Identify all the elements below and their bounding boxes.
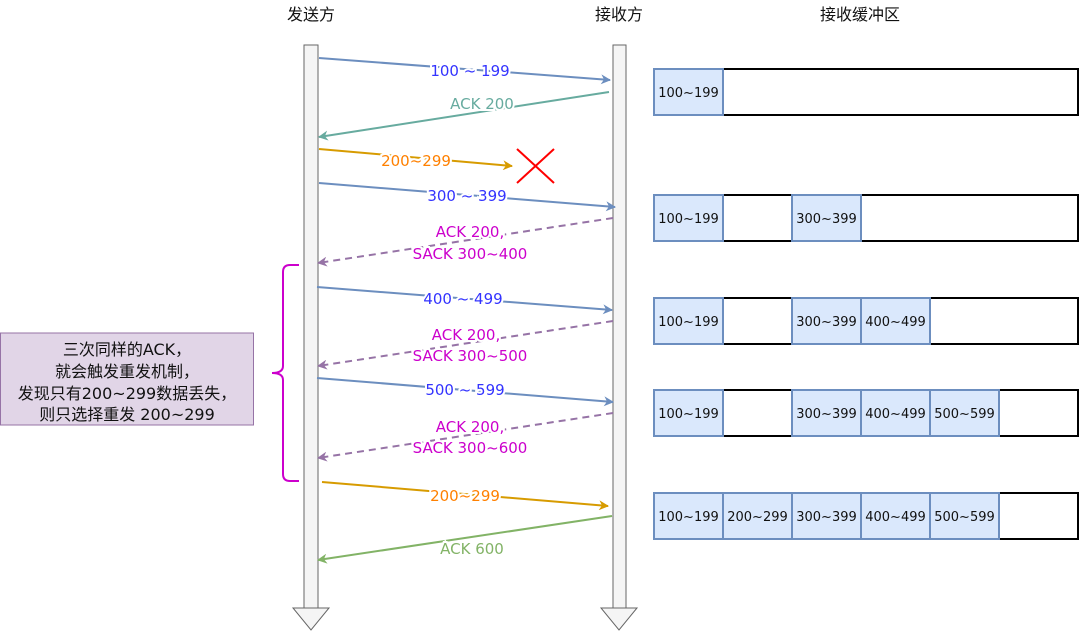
grouping-brace (271, 264, 299, 482)
buffer-cell-label: 400~499 (865, 510, 926, 525)
buffer-cell (653, 492, 724, 540)
message-label: 300 ~ 399 (427, 187, 506, 205)
buffer-cell-label: 300~399 (796, 212, 857, 227)
note-line: 发现只有200~299数据丢失， (18, 384, 237, 403)
buffer-row: 100~199 200~299 300~399 400~499 500~599 (653, 492, 1079, 540)
buffer-cell (791, 297, 862, 345)
buffer-row: 100~199 (653, 68, 1079, 116)
segment-400-499-arrow: 400 ~ 499 (316, 286, 613, 315)
buffer-cell-label: 500~599 (934, 510, 995, 525)
sender-lifeline (291, 44, 331, 631)
buffer-row: 100~199 300~399 (653, 194, 1079, 242)
message-label: ACK 200, (432, 326, 500, 344)
sack-300-500-arrow: ACK 200, SACK 300~500 (317, 320, 614, 370)
buffer-cell-label: 500~599 (934, 407, 995, 422)
buffer-cell (791, 389, 862, 437)
segment-100-199-arrow: 100 ~ 199 (318, 57, 611, 85)
message-label: ACK 600 (440, 540, 504, 558)
buffer-outline (653, 68, 1079, 116)
message-label: ACK 200, (436, 223, 504, 241)
buffer-cell-label: 300~399 (796, 315, 857, 330)
buffer-cell (653, 297, 724, 345)
receiver-header: 接收方 (595, 5, 643, 24)
buffer-cell-label: 100~199 (658, 315, 719, 330)
note-box: 三次同样的ACK， 就会触发重发机制， 发现只有200~299数据丢失， 则只选… (0, 332, 254, 426)
message-label: 100 ~ 199 (430, 62, 509, 80)
message-label: ACK 200, (436, 418, 504, 436)
message-label: 500 ~ 599 (425, 381, 504, 399)
buffer-row: 100~199 300~399 400~499 500~599 (653, 389, 1079, 437)
message-label: 400 ~ 499 (423, 290, 502, 308)
buffer-cell-label: 400~499 (865, 315, 926, 330)
buffer-cell-label: 100~199 (658, 510, 719, 525)
buffer-cell (653, 194, 724, 242)
buffer-cell (860, 389, 931, 437)
lost-x-icon (516, 148, 555, 184)
buffer-row: 100~199 300~399 400~499 (653, 297, 1079, 345)
sender-header: 发送方 (287, 5, 335, 24)
message-label: 200~299 (430, 487, 500, 505)
ack-600-arrow: ACK 600 (317, 515, 613, 564)
sack-300-600-arrow: ACK 200, SACK 300~600 (317, 412, 614, 462)
retransmit-200-299-arrow: 200~299 (321, 481, 609, 511)
buffer-cell (929, 389, 1000, 437)
buffer-cell (860, 297, 931, 345)
message-label: SACK 300~500 (413, 347, 528, 365)
buffer-outline (653, 194, 1079, 242)
buffer-cell-label: 200~299 (727, 510, 788, 525)
segment-500-599-arrow: 500 ~ 599 (316, 377, 614, 407)
buffer-cell-label: 100~199 (658, 407, 719, 422)
buffer-cell-label: 100~199 (658, 212, 719, 227)
buffer-cell (929, 492, 1000, 540)
buffer-cell (653, 68, 724, 116)
receiver-lifeline (599, 44, 639, 631)
buffer-cell (791, 194, 862, 242)
buffer-cell (653, 389, 724, 437)
note-line: 三次同样的ACK， (63, 340, 191, 359)
segment-300-399-arrow: 300 ~ 399 (318, 182, 616, 212)
buffer-cell-label: 300~399 (796, 407, 857, 422)
buffer-cell-label: 400~499 (865, 407, 926, 422)
message-label: SACK 300~400 (413, 245, 528, 263)
buffer-cell (860, 492, 931, 540)
ack-200-arrow: ACK 200 (318, 91, 610, 141)
buffer-cell-label: 300~399 (796, 510, 857, 525)
message-label: SACK 300~600 (413, 439, 528, 457)
sack-300-400-arrow: ACK 200, SACK 300~400 (317, 217, 614, 267)
buffer-cell-label: 100~199 (658, 86, 719, 101)
receive-buffers: 100~199 100~199 300~399 100~199 300~399 400~4… (653, 68, 1079, 540)
message-label: 200~299 (381, 152, 451, 170)
buffer-header: 接收缓冲区 (820, 5, 900, 24)
note-line: 就会触发重发机制， (55, 362, 199, 381)
segment-200-299-lost-arrow: 200~299 (318, 148, 513, 172)
message-label: ACK 200 (450, 95, 514, 113)
note-line: 则只选择重发 200~299 (39, 405, 215, 424)
buffer-cell (722, 492, 793, 540)
